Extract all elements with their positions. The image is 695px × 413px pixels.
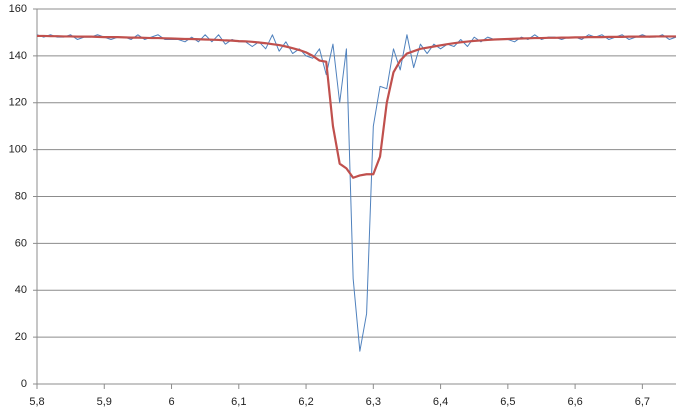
y-tick-label: 100 <box>9 144 27 156</box>
y-tick-label: 0 <box>21 378 27 390</box>
y-tick-label: 80 <box>15 190 27 202</box>
x-tick-label: 6,4 <box>433 396 448 408</box>
x-tick-label: 5,8 <box>29 396 44 408</box>
series-line <box>37 34 676 179</box>
y-tick-label: 140 <box>9 50 27 62</box>
x-tick-label: 6,5 <box>500 396 515 408</box>
y-tick-label: 60 <box>15 237 27 249</box>
y-tick-label: 40 <box>15 284 27 296</box>
y-tick-label: 120 <box>9 97 27 109</box>
series-line <box>36 34 677 352</box>
x-tick-label: 6 <box>168 396 174 408</box>
x-tick-label: 6,2 <box>298 396 313 408</box>
y-tick-label: 20 <box>15 331 27 343</box>
x-tick-label: 6,7 <box>635 396 650 408</box>
x-tick-label: 6,6 <box>567 396 582 408</box>
y-tick-label: 160 <box>9 3 27 15</box>
x-tick-label: 6,1 <box>231 396 246 408</box>
x-tick-label: 6,3 <box>366 396 381 408</box>
x-tick-label: 5,9 <box>97 396 112 408</box>
